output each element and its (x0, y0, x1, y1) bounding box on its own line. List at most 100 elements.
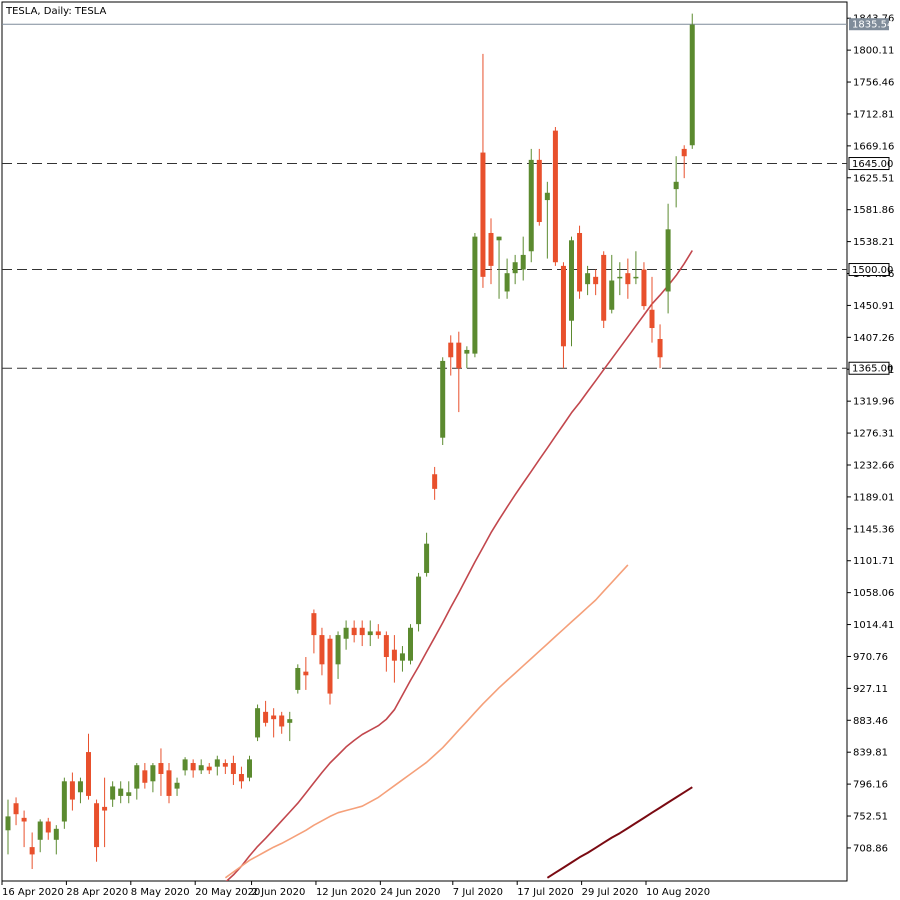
candle (238, 766, 244, 789)
candle (255, 704, 261, 742)
candle (408, 624, 413, 665)
level-badge-box (848, 157, 890, 171)
candle (577, 225, 583, 299)
y-tick-label: 796.16 (853, 780, 888, 791)
y-tick-label: 1669.16 (853, 141, 894, 152)
x-tick-label: 16 Apr 2020 (2, 887, 64, 898)
candle-body (512, 262, 518, 274)
candle (5, 799, 11, 855)
candle (440, 357, 446, 445)
candle-body (255, 708, 261, 738)
candle (609, 254, 615, 314)
candle (319, 627, 325, 676)
candle-body (359, 627, 365, 636)
candle (69, 772, 75, 811)
y-tick-label: 839.81 (853, 748, 888, 759)
candle-body (102, 806, 108, 811)
candle-body (150, 765, 156, 782)
candle (230, 755, 236, 785)
candle (13, 797, 19, 826)
candle (271, 708, 277, 738)
candle-body (21, 817, 27, 822)
candle (327, 635, 333, 705)
candle (665, 203, 671, 314)
candle-body (190, 763, 196, 771)
candle-body (230, 763, 236, 774)
candle (416, 572, 422, 632)
y-tick-label: 1189.01 (853, 492, 894, 503)
candle-body (464, 349, 470, 354)
candle-body (657, 338, 663, 358)
y-tick-label: 1058.06 (853, 588, 894, 599)
candle-body (456, 342, 462, 369)
candle (45, 817, 51, 840)
plot-frame (1, 1, 848, 882)
candle-body (585, 273, 591, 285)
current-price-badge-box (849, 18, 889, 31)
candle (158, 748, 164, 796)
candle (617, 262, 623, 296)
y-tick-label: 1101.71 (853, 556, 894, 567)
candle-body (158, 763, 164, 774)
candle-body (118, 788, 124, 796)
candle-body (247, 759, 252, 778)
candle-body (45, 821, 51, 833)
candle (61, 777, 67, 829)
candle-body (399, 653, 405, 661)
candle-body (351, 627, 357, 636)
y-tick-label: 1625.51 (853, 173, 894, 184)
candle-body (448, 342, 454, 358)
level-badge-label: 1500.00 (852, 265, 893, 276)
y-tick-label: 1319.96 (853, 397, 894, 408)
candle (383, 631, 389, 672)
candle (335, 631, 341, 679)
candle-body (552, 130, 558, 263)
candle (214, 755, 220, 776)
candle (585, 265, 591, 296)
x-tick-label: 10 Aug 2020 (646, 887, 710, 898)
y-tick-label: 970.76 (853, 652, 888, 663)
candle-body (408, 627, 413, 661)
moving-average-ma_mid (224, 564, 629, 879)
moving-average-ma_slow (546, 786, 693, 879)
candle-body (271, 715, 277, 720)
candle (504, 258, 510, 299)
candle (689, 13, 695, 149)
moving-average-ma_fast (225, 250, 693, 881)
candle-body (681, 148, 687, 157)
candle (536, 148, 542, 226)
candle-body (29, 847, 35, 855)
candle-body (69, 781, 75, 800)
candle (21, 810, 27, 848)
candle (247, 755, 252, 782)
candle (198, 759, 204, 774)
candle (496, 236, 502, 299)
candle (367, 620, 373, 647)
candle (560, 262, 566, 369)
candle-body (480, 152, 486, 277)
candle-body (673, 181, 679, 190)
candle-body (335, 635, 341, 665)
candle-body (569, 240, 574, 321)
candle (287, 711, 293, 742)
candle (110, 781, 116, 807)
candle-body (665, 229, 671, 292)
y-tick-label: 1407.26 (853, 333, 894, 344)
candle-body (440, 360, 446, 438)
x-tick-label: 29 Jul 2020 (582, 887, 639, 898)
candle (295, 664, 301, 694)
y-tick-label: 883.46 (853, 716, 888, 727)
candle-body (432, 474, 438, 489)
candle (625, 258, 631, 299)
chart-title: TESLA, Daily: TESLA (5, 6, 106, 17)
candles-layer (5, 13, 695, 870)
candle (391, 635, 397, 683)
candle (681, 145, 687, 179)
candle (134, 763, 140, 800)
candle (77, 777, 83, 804)
price-badges: 1645.00 1500.00 1365.00 1835.54 (848, 18, 893, 375)
candle (206, 763, 212, 774)
level-badge-label: 1645.00 (852, 159, 893, 170)
